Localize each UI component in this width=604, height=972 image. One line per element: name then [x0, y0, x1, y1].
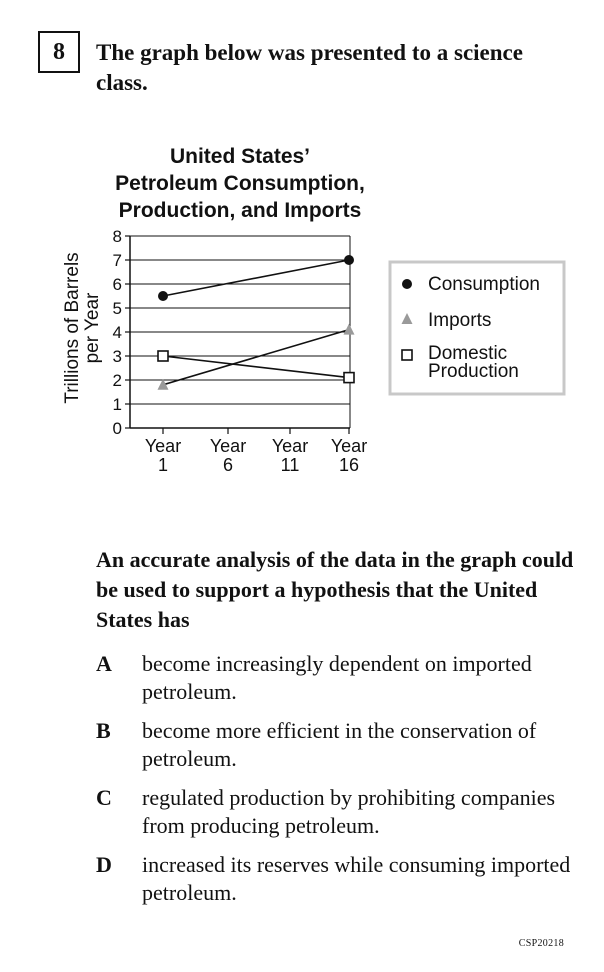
answer-option-d[interactable]: D increased its reserves while consuming…: [96, 851, 586, 907]
question-number: 8: [38, 31, 80, 73]
legend-label: Production: [428, 361, 519, 382]
data-point: [343, 323, 355, 335]
chart-title-line: Production, and Imports: [119, 199, 362, 222]
option-text: become more efficient in the conservatio…: [142, 718, 537, 771]
x-tick-label-number: 11: [281, 455, 300, 475]
y-tick-label: 0: [113, 419, 122, 438]
legend-marker: [401, 349, 413, 361]
answer-option-c[interactable]: C regulated production by prohibiting co…: [96, 784, 586, 840]
option-letter: B: [96, 718, 111, 743]
data-point: [157, 378, 169, 390]
y-axis-label-line: Trillions of Barrels: [62, 252, 83, 403]
option-letter: D: [96, 852, 112, 877]
y-axis-label-line: per Year: [82, 292, 103, 363]
legend-label: Domestic: [428, 343, 507, 364]
y-tick-label: 3: [113, 347, 122, 366]
data-point: [158, 291, 168, 301]
series-line: [162, 355, 350, 379]
data-point: [157, 350, 169, 362]
legend-marker: [402, 279, 412, 289]
x-tick-label-number: 1: [158, 455, 168, 475]
legend-label: Consumption: [428, 274, 540, 295]
answer-option-b[interactable]: B become more efficient in the conservat…: [96, 717, 586, 773]
data-point: [344, 255, 354, 265]
line-chart: United States’ Petroleum Consumption, Prod…: [62, 145, 566, 475]
y-tick-label: 5: [113, 299, 122, 318]
x-tick-label-word: Year: [145, 436, 181, 456]
y-tick-label: 8: [113, 227, 122, 246]
x-tick-label-word: Year: [272, 436, 308, 456]
x-tick-label-word: Year: [210, 436, 246, 456]
y-tick-label: 1: [113, 395, 122, 414]
y-tick-label: 4: [113, 323, 122, 342]
option-text: increased its reserves while consuming i…: [142, 852, 571, 905]
x-tick-label-number: 6: [223, 455, 233, 475]
data-point: [343, 371, 355, 384]
item-code: CSP20218: [518, 938, 564, 949]
x-tick-label-number: 16: [339, 455, 359, 475]
option-text: become increasingly dependent on importe…: [142, 651, 532, 704]
legend-label: Imports: [428, 310, 491, 331]
option-letter: C: [96, 785, 112, 810]
option-text: regulated production by prohibiting comp…: [142, 785, 556, 838]
y-tick-label: 7: [113, 251, 122, 270]
y-tick-label: 6: [113, 275, 122, 294]
chart-title-line: United States’: [170, 145, 310, 168]
y-tick-label: 2: [113, 371, 122, 390]
answer-options: A become increasingly dependent on impor…: [96, 650, 586, 918]
answer-option-a[interactable]: A become increasingly dependent on impor…: [96, 650, 586, 706]
series-line: [162, 259, 350, 297]
question-prompt: The graph below was presented to a scien…: [96, 40, 523, 95]
x-tick-label-word: Year: [331, 436, 367, 456]
legend-box: [388, 260, 566, 396]
legend-marker: [401, 313, 413, 324]
series-line: [162, 328, 350, 386]
chart-title-line: Petroleum Consumption,: [115, 172, 365, 195]
option-letter: A: [96, 651, 112, 676]
question-stem: An accurate analysis of the data in the …: [96, 547, 574, 632]
